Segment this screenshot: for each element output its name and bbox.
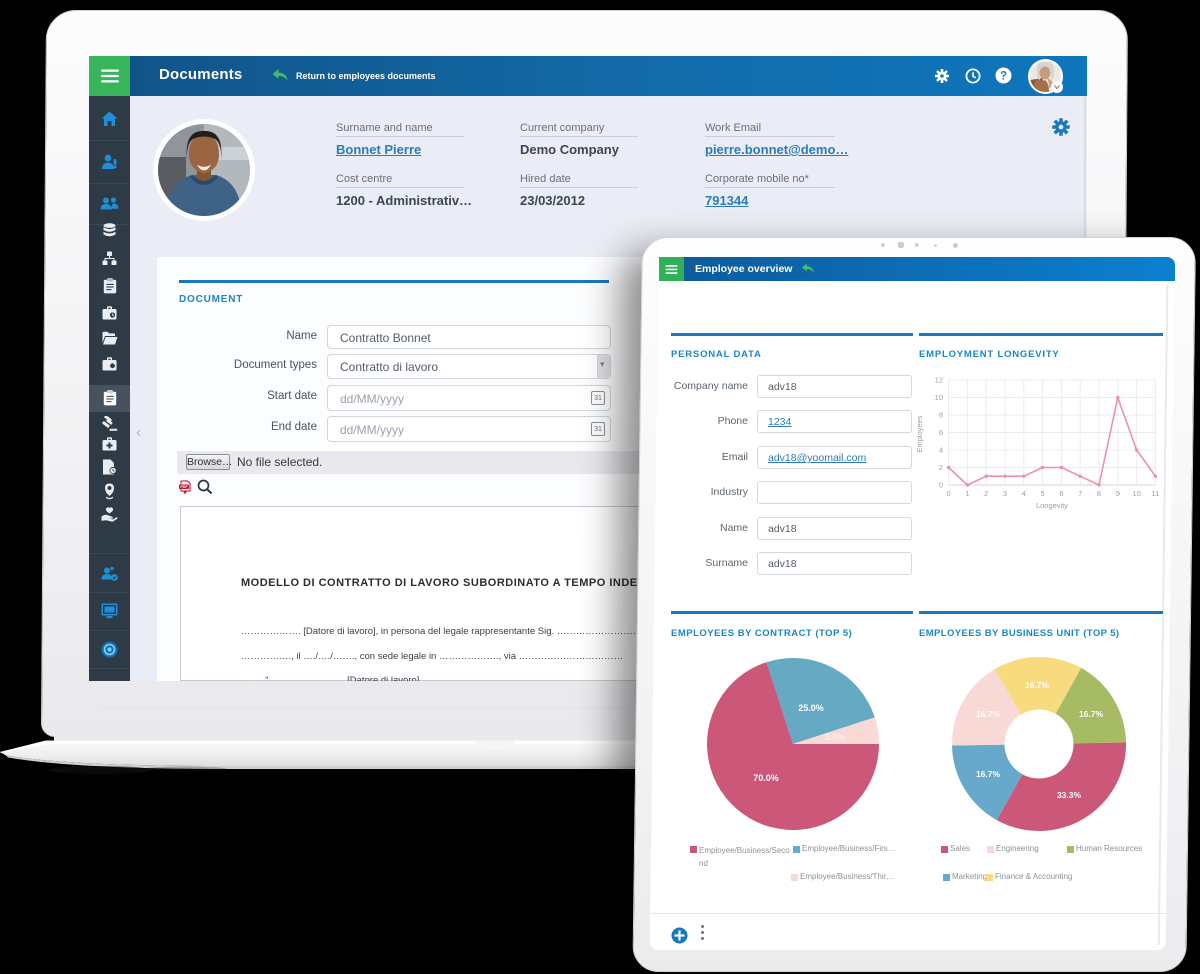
svg-text:33.3%: 33.3% <box>1057 790 1082 800</box>
svg-text:5: 5 <box>1041 489 1045 498</box>
svg-text:6: 6 <box>1059 489 1063 498</box>
svg-text:2: 2 <box>939 463 943 472</box>
svg-text:5.0%: 5.0% <box>825 732 846 742</box>
svg-text:8: 8 <box>939 411 943 420</box>
svg-text:PDF: PDF <box>180 485 188 489</box>
svg-text:10: 10 <box>935 393 943 402</box>
svg-text:0: 0 <box>947 489 951 498</box>
svg-text:4: 4 <box>1022 489 1026 498</box>
svg-text:16.7%: 16.7% <box>976 709 1001 719</box>
svg-text:16.7%: 16.7% <box>1079 709 1104 719</box>
svg-text:0: 0 <box>939 481 943 490</box>
svg-text:3: 3 <box>1003 489 1007 498</box>
svg-text:1: 1 <box>965 489 969 498</box>
svg-text:Longevity: Longevity <box>1036 501 1068 510</box>
svg-text:9: 9 <box>1116 489 1120 498</box>
svg-text:25.0%: 25.0% <box>798 703 824 713</box>
svg-text:10: 10 <box>1132 489 1140 498</box>
svg-text:4: 4 <box>939 446 943 455</box>
svg-text:16.7%: 16.7% <box>1025 680 1050 690</box>
svg-text:11: 11 <box>1152 489 1160 498</box>
svg-text:16.7%: 16.7% <box>976 769 1001 779</box>
svg-text:70.0%: 70.0% <box>753 773 779 783</box>
svg-text:2: 2 <box>984 489 988 498</box>
svg-text:Employees: Employees <box>915 415 924 452</box>
svg-text:6: 6 <box>939 428 943 437</box>
svg-text:7: 7 <box>1078 489 1082 498</box>
svg-text:8: 8 <box>1097 489 1101 498</box>
svg-text:12: 12 <box>935 376 943 385</box>
svg-text:?: ? <box>1000 71 1007 83</box>
